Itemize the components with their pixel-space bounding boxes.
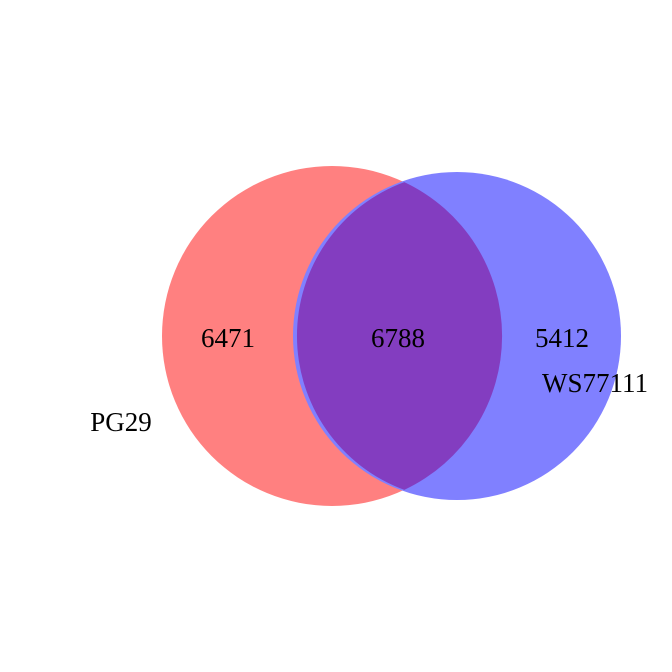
intersection-region xyxy=(296,182,503,490)
count-intersection: 6788 xyxy=(371,323,425,353)
count-pg29-only: 6471 xyxy=(201,323,255,353)
set-label-pg29: PG29 xyxy=(90,407,152,437)
venn-circles xyxy=(162,166,621,506)
count-ws77111-only: 5412 xyxy=(535,323,589,353)
set-label-ws77111: WS77111 xyxy=(542,368,648,398)
venn-labels: 6471 6788 5412 PG29 WS77111 xyxy=(90,323,648,437)
